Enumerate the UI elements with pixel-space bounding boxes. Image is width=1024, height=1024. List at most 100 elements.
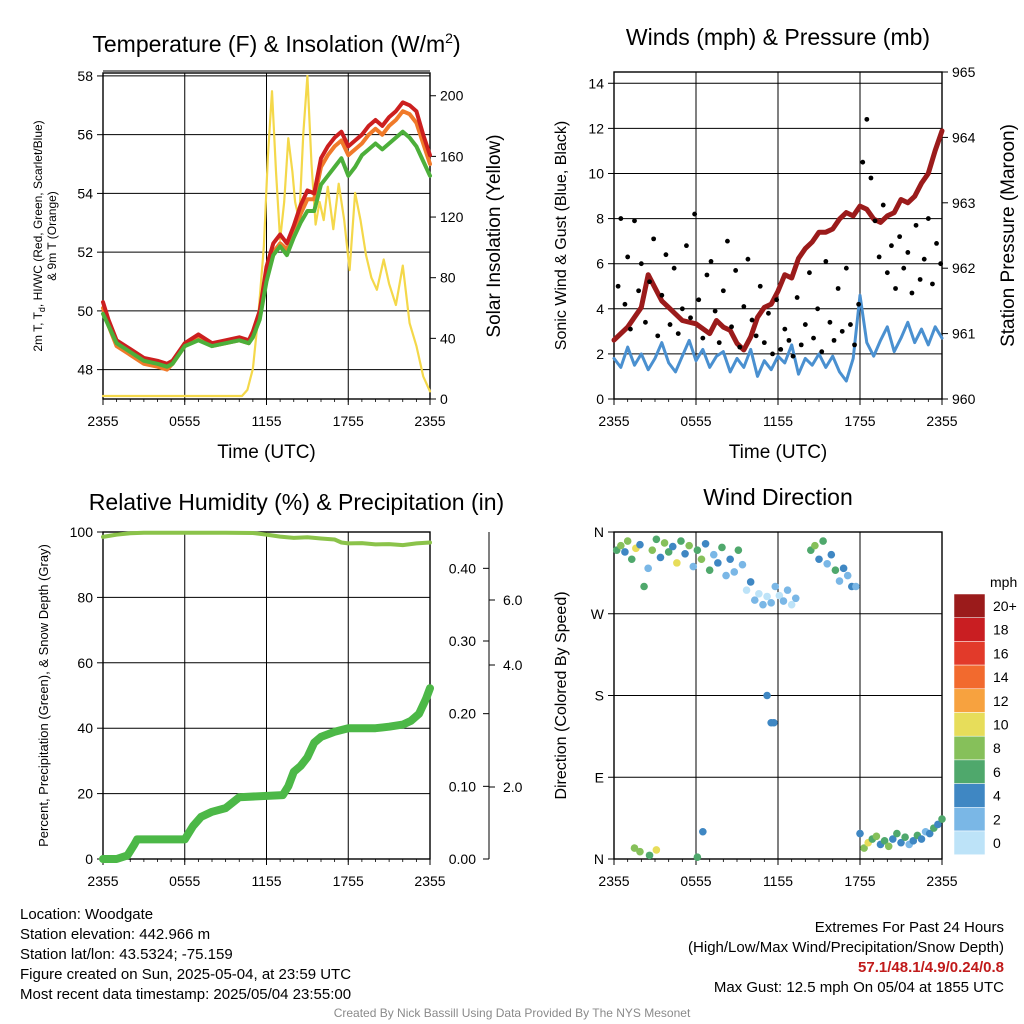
wdir-point bbox=[726, 555, 734, 564]
gust-point bbox=[807, 270, 812, 276]
temp-ytick-label: 58 bbox=[77, 68, 93, 84]
temp-y2tick-label: 40 bbox=[440, 330, 456, 346]
legend-swatch bbox=[953, 641, 986, 666]
credit-text: Created By Nick Bassill Using Data Provi… bbox=[333, 1006, 691, 1020]
gust-point bbox=[716, 340, 722, 346]
rh-ylabel: Percent, Precipitation (Green), & Snow D… bbox=[36, 544, 51, 847]
gust-point bbox=[729, 324, 734, 330]
extremes-info: Extremes For Past 24 Hours (High/Low/Max… bbox=[688, 918, 1004, 998]
temp-title-sup: 2 bbox=[445, 30, 453, 46]
wdir-ytick-label: N bbox=[594, 851, 604, 867]
legend-label: 6 bbox=[993, 764, 1001, 780]
wdir-point bbox=[693, 546, 702, 554]
pressure-line bbox=[611, 128, 945, 353]
precip-tick-label: 0.10 bbox=[449, 778, 476, 794]
gust-point bbox=[790, 353, 796, 359]
gust-point bbox=[909, 290, 915, 296]
wdir-point bbox=[693, 853, 702, 861]
wind-xtick-label: 1155 bbox=[763, 413, 793, 429]
precip-tick-label: 0.20 bbox=[449, 706, 476, 722]
gust-point bbox=[770, 351, 775, 357]
gust-point bbox=[745, 256, 751, 262]
max-gust: Max Gust: 12.5 mph On 05/04 at 1855 UTC bbox=[713, 979, 1004, 996]
wdir-point bbox=[656, 553, 665, 562]
wdir-point bbox=[621, 548, 629, 556]
gust-point bbox=[622, 301, 628, 307]
gust-point bbox=[632, 218, 637, 224]
wind-xtick-label: 2355 bbox=[598, 413, 629, 429]
wind-ytick-label: 8 bbox=[596, 211, 604, 227]
gust-point bbox=[815, 306, 821, 312]
temp-title-main: Temperature (F) & Insolation (W/m bbox=[92, 31, 445, 57]
wdir-ytick-label: S bbox=[595, 688, 604, 704]
wdir-point bbox=[685, 541, 693, 550]
precip-line bbox=[99, 684, 434, 863]
wdir-point bbox=[722, 571, 730, 580]
gust-point bbox=[921, 256, 927, 262]
rh-ytick-label: 80 bbox=[77, 589, 93, 605]
wdir-point bbox=[750, 596, 759, 604]
gust-point bbox=[872, 218, 878, 224]
gust-point bbox=[893, 286, 898, 291]
wdir-point bbox=[839, 564, 848, 573]
rh-ytick-label: 100 bbox=[70, 524, 94, 540]
temp-ytick-label: 54 bbox=[77, 185, 93, 201]
gust-point bbox=[737, 344, 743, 350]
wdir-point bbox=[925, 829, 934, 838]
gust-point bbox=[741, 304, 747, 309]
wdir-point bbox=[627, 555, 636, 564]
wind-speed-line bbox=[612, 293, 944, 383]
gust-point bbox=[688, 315, 693, 321]
wdir-point bbox=[811, 541, 819, 550]
gust-point bbox=[651, 236, 657, 242]
wdir-title: Wind Direction bbox=[703, 484, 853, 510]
gust-point bbox=[823, 259, 829, 264]
wind-ytick-label: 0 bbox=[596, 391, 604, 407]
temp-title: Temperature (F) & Insolation (W/m2) bbox=[92, 30, 460, 57]
temp-ylabel-sub: d bbox=[37, 307, 47, 312]
wind-ytick-label: 14 bbox=[588, 75, 604, 91]
temp-y2tick-label: 80 bbox=[440, 270, 456, 286]
extremes-title: Extremes For Past 24 Hours bbox=[814, 919, 1004, 936]
wdir-xtick-label: 2355 bbox=[926, 873, 957, 889]
rh-ytick-label: 0 bbox=[85, 851, 93, 867]
wdir-point bbox=[730, 568, 739, 576]
gust-point bbox=[679, 306, 685, 312]
station-latlon: Station lat/lon: 43.5324; -75.159 bbox=[20, 946, 233, 963]
gust-point bbox=[880, 202, 886, 208]
temp-ylabel: 2m T, Td, HI/WC (Red, Green, Scarlet/Blu… bbox=[31, 120, 59, 351]
legend-label: 20+ bbox=[993, 598, 1017, 614]
gust-point bbox=[848, 322, 853, 327]
gust-point bbox=[733, 268, 739, 273]
legend-swatch bbox=[953, 688, 986, 713]
wdir-point bbox=[815, 555, 823, 564]
temp-y2tick-label: 120 bbox=[440, 209, 464, 225]
legend-swatch bbox=[953, 593, 986, 618]
gust-point bbox=[827, 319, 833, 325]
wdir-point bbox=[872, 832, 881, 841]
gust-point bbox=[625, 254, 631, 260]
rh-line bbox=[101, 530, 432, 548]
wind-ytick-label: 10 bbox=[588, 165, 604, 181]
gust-point bbox=[884, 270, 890, 276]
insolation-line bbox=[101, 74, 432, 398]
precip-tick-label: 0.00 bbox=[449, 851, 476, 867]
temp-ytick-label: 52 bbox=[77, 244, 93, 260]
wdir-point bbox=[623, 537, 632, 545]
gust-point bbox=[876, 254, 882, 260]
wdir-point bbox=[742, 586, 751, 594]
wind-ytick-label: 4 bbox=[596, 301, 604, 317]
temp-xlabel: Time (UTC) bbox=[217, 442, 316, 463]
wdir-point bbox=[714, 559, 722, 567]
wdir-point bbox=[763, 691, 771, 700]
wdir-point bbox=[738, 560, 747, 569]
legend-swatch bbox=[953, 807, 986, 832]
gust-point bbox=[628, 326, 633, 332]
wdir-point bbox=[705, 566, 714, 574]
wdir-point bbox=[636, 540, 644, 549]
wdir-point bbox=[893, 829, 901, 838]
wdir-point bbox=[746, 578, 755, 586]
temp-frame bbox=[102, 72, 431, 400]
wind-xtick-label: 1755 bbox=[844, 413, 875, 429]
temp-ylabel-part: 2m T, T bbox=[31, 311, 45, 351]
